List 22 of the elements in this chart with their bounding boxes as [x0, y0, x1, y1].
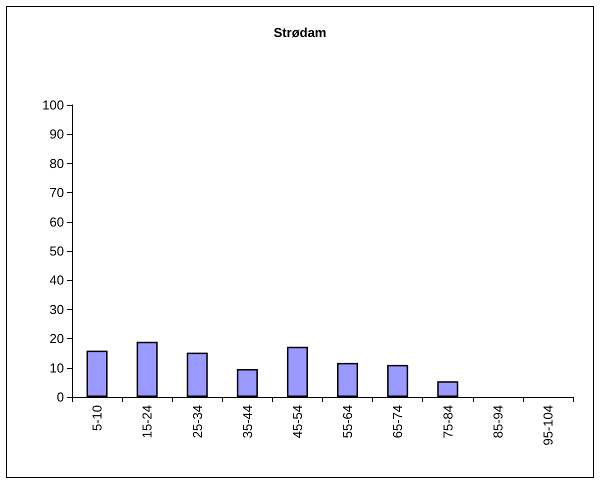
x-tick-label: 65-74 — [390, 405, 406, 438]
x-tick-label: 95-104 — [540, 405, 556, 446]
y-tick-label: 80 — [50, 156, 64, 171]
x-tick-label: 55-64 — [340, 405, 356, 438]
y-tick-label: 10 — [50, 360, 64, 376]
y-tick-label: 100 — [42, 98, 64, 112]
y-tick-label: 70 — [50, 185, 64, 200]
y-tick-label: 40 — [50, 272, 64, 288]
y-tick-label: 90 — [50, 126, 64, 142]
y-tick-label: 60 — [50, 214, 64, 230]
x-tick-label: 5-10 — [90, 405, 105, 432]
x-tick-label: 15-24 — [140, 405, 155, 438]
x-tick-label: 25-34 — [190, 405, 205, 438]
x-tick-label: 45-54 — [290, 405, 305, 438]
y-tick-label: 0 — [56, 390, 64, 404]
chart-title: Strødam — [274, 25, 326, 40]
x-tick-label: 75-84 — [440, 405, 456, 438]
y-tick-label: 30 — [50, 302, 64, 317]
x-tick-label: 85-94 — [490, 405, 506, 438]
y-tick-label: 20 — [50, 331, 64, 346]
y-tick-label: 50 — [50, 244, 64, 258]
x-tick-label: 35-44 — [240, 405, 255, 438]
